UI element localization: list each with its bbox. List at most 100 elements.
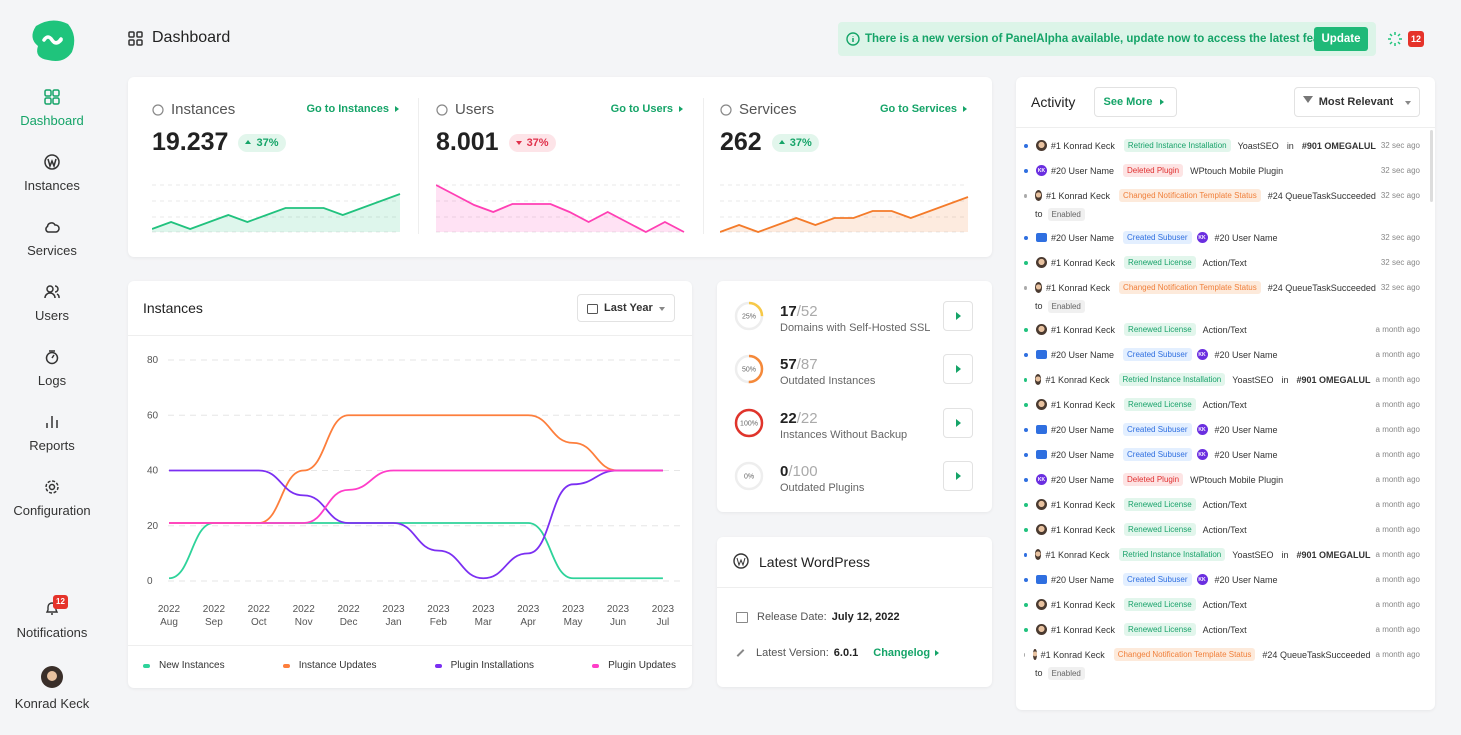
divider (1016, 127, 1435, 128)
changelog-link[interactable]: Changelog (873, 647, 931, 659)
ring-label: 50% (742, 367, 756, 374)
nav-item[interactable]: Users (35, 308, 69, 323)
x-tick-label: 2023 Jan (382, 604, 405, 628)
legend-item[interactable]: New Instances (143, 660, 225, 671)
status-dot (1024, 285, 1027, 290)
see-more-button[interactable]: See More (1094, 87, 1177, 117)
status-dot (1024, 143, 1028, 148)
divider (128, 335, 692, 336)
banner-text: There is a new version of PanelAlpha ava… (865, 33, 1351, 45)
activity-time: a month ago (1375, 625, 1420, 634)
avatar-initials: KK (1196, 424, 1208, 435)
nav-item[interactable]: Logs (37, 373, 67, 388)
legend-item[interactable]: Instance Updates (282, 660, 377, 671)
status-dot (1024, 452, 1028, 457)
activity-connector: in (1281, 374, 1289, 385)
nav-icon-shape (44, 89, 52, 97)
status-dot (1024, 602, 1028, 607)
stat-value-row: 262 37% (720, 128, 819, 157)
stat-link[interactable]: Go to Services (860, 103, 967, 115)
activity-connector: in (1281, 549, 1289, 560)
activity-object: #20 User Name (1214, 424, 1278, 435)
activity-row: KK #20 User Name Deleted Plugin WPtouch Mob… (1024, 467, 1420, 492)
avatar-photo (1034, 374, 1042, 385)
activity-tag: Created Subuser (1123, 348, 1192, 361)
activity-tag: Retried Instance Installation (1118, 373, 1226, 386)
divider (717, 587, 992, 588)
legend-item[interactable]: Plugin Installations (434, 660, 534, 671)
avatar-photo (1036, 257, 1047, 268)
activity-time: a month ago (1375, 350, 1420, 359)
summary-button[interactable] (943, 301, 973, 331)
avatar-face (47, 671, 57, 681)
summary-button[interactable] (943, 407, 973, 438)
activity-object: Action/Text (1202, 257, 1247, 268)
activity-time: a month ago (1375, 525, 1420, 534)
progress-ring: 100% (734, 408, 764, 437)
activity-user: #20 User Name (1051, 574, 1115, 585)
legend-item[interactable]: Plugin Updates (592, 660, 676, 671)
status-dot (1024, 477, 1028, 482)
summary-button[interactable] (943, 354, 973, 385)
header-badge[interactable]: 12 (1408, 31, 1424, 47)
period-dropdown[interactable]: Last Year (577, 294, 675, 322)
release-date: July 12, 2022 (831, 611, 900, 623)
avatar-photo (1036, 499, 1047, 510)
nav-item[interactable]: Reports (29, 438, 75, 453)
activity-time: a month ago (1375, 600, 1420, 609)
nav-icon (45, 222, 60, 233)
activity-object: Action/Text (1202, 599, 1247, 610)
nav-item[interactable]: Dashboard (20, 113, 84, 128)
activity-user: #20 User Name (1051, 165, 1115, 176)
caret (1405, 100, 1412, 108)
release-label: Release Date: (757, 611, 827, 623)
nav-icon-shape (52, 89, 60, 97)
activity-sub-value: Enabled (1047, 299, 1085, 313)
nav-item[interactable]: Services (27, 243, 77, 258)
activity-user: #1 Konrad Keck (1051, 324, 1116, 335)
activity-tag: Renewed License (1124, 256, 1196, 269)
ring-label: 0% (744, 473, 754, 480)
activity-time: 32 sec ago (1380, 283, 1420, 292)
summary-value: 22/22 (780, 410, 818, 427)
activity-user: #20 User Name (1051, 232, 1115, 243)
nav-item[interactable]: Notifications (16, 625, 88, 640)
activity-user: #1 Konrad Keck (1046, 190, 1111, 201)
activity-tag: Renewed License (1124, 323, 1196, 336)
activity-tag: Renewed License (1124, 598, 1196, 611)
activity-user: #20 User Name (1051, 474, 1115, 485)
stat-link[interactable]: Go to Instances (292, 103, 399, 115)
activity-sub-to: to (1035, 301, 1043, 311)
legend: New Instances Instance Updates Plugin Inst… (143, 660, 676, 671)
nav-icon-shape (46, 285, 54, 293)
nav-icon-shape (45, 351, 59, 365)
activity-sub-to: to (1035, 209, 1043, 219)
wp-icon (733, 553, 749, 569)
activity-object: YoastSEO (1232, 374, 1274, 385)
ring-progress (734, 355, 764, 384)
loader-rays (1388, 32, 1402, 46)
activity-tag: Renewed License (1124, 523, 1196, 536)
avatar-server (1036, 575, 1047, 584)
activity-user: #20 User Name (1051, 349, 1115, 360)
stat-link[interactable]: Go to Users (576, 103, 683, 115)
activity-tag: Renewed License (1124, 498, 1196, 511)
legend-label: Plugin Updates (608, 660, 676, 671)
stat-change: 37% (508, 133, 556, 152)
avatar-server (1036, 233, 1047, 242)
nav-item[interactable]: Configuration (13, 503, 91, 518)
change-arrow (778, 137, 785, 144)
sort-dropdown[interactable]: Most Relevant (1294, 87, 1420, 117)
summary-label: Outdated Instances (780, 375, 876, 388)
summary-button[interactable] (943, 460, 973, 491)
nav-item[interactable]: Instances (24, 178, 80, 193)
activity-user: #1 Konrad Keck (1045, 549, 1110, 560)
user-name[interactable]: Konrad Keck (14, 696, 90, 711)
update-button[interactable]: Update (1314, 27, 1368, 51)
summary-label: Outdated Plugins (780, 481, 865, 494)
activity-object: #20 User Name (1214, 349, 1278, 360)
sparkline (152, 184, 401, 233)
sparkline-line (720, 196, 969, 233)
play-icon (956, 365, 965, 374)
activity-object: WPtouch Mobile Plugin (1190, 474, 1284, 485)
